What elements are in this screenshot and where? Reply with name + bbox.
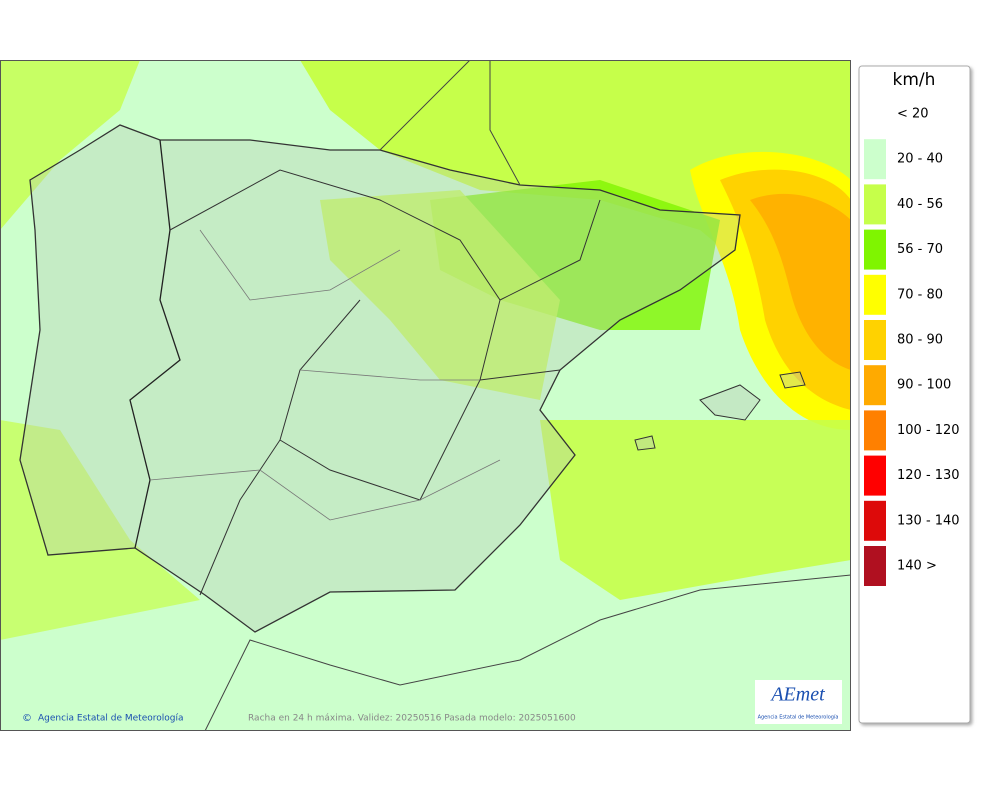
legend-label: 130 - 140 — [897, 513, 960, 528]
logo-subtitle: Agencia Estatal de Meteorología — [758, 714, 839, 721]
legend-swatch — [864, 410, 886, 451]
legend-label: 140 > — [897, 559, 937, 574]
legend-label: 90 - 100 — [897, 378, 951, 393]
legend-swatch — [864, 365, 886, 406]
legend-label: 70 - 80 — [897, 287, 943, 302]
legend: km/h < 20 20 - 40 40 - 56 56 - 70 70 - 80 80 … — [858, 65, 971, 724]
legend-label: 40 - 56 — [897, 197, 943, 212]
legend-swatch — [864, 500, 886, 541]
legend-label: 120 - 130 — [897, 468, 960, 483]
copyright: Agencia Estatal de Meteorología — [38, 714, 184, 724]
legend-label: 100 - 120 — [897, 423, 960, 438]
legend-label: < 20 — [897, 107, 929, 122]
legend-label: 20 - 40 — [897, 152, 943, 167]
legend-swatch — [864, 184, 886, 225]
copyright-symbol: © — [22, 713, 32, 724]
legend-label: 80 - 90 — [897, 333, 943, 348]
logo-name: AEmet — [769, 684, 825, 706]
iberia-land — [19, 124, 741, 633]
legend-swatch — [864, 139, 886, 180]
legend-title: km/h — [893, 70, 936, 90]
caption: Racha en 24 h máxima. Validez: 20250516 … — [248, 714, 576, 724]
logo: AEmet Agencia Estatal de Meteorología — [755, 680, 842, 724]
legend-label: 56 - 70 — [897, 242, 943, 257]
legend-swatch — [864, 229, 886, 270]
legend-swatch — [864, 274, 886, 315]
legend-swatch — [864, 320, 886, 360]
legend-swatch — [864, 455, 886, 496]
map-area — [0, 60, 851, 731]
legend-swatch — [864, 546, 886, 586]
